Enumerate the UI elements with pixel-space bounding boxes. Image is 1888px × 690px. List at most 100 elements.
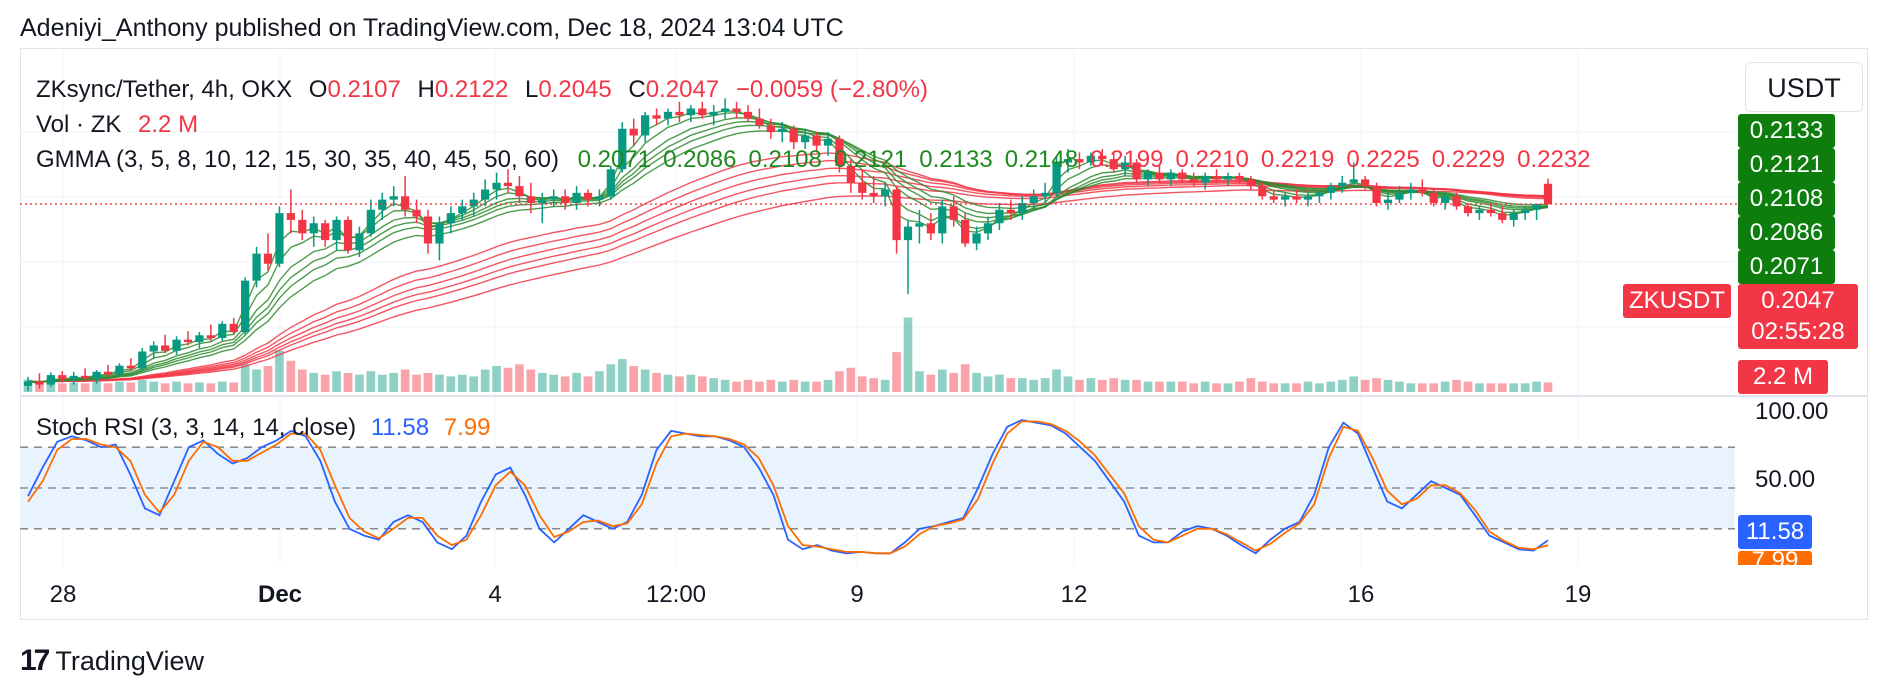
volume-bar <box>1475 383 1484 392</box>
volume-bar <box>1017 378 1027 392</box>
volume-bar <box>332 371 341 392</box>
stoch-d-line <box>27 420 1549 555</box>
volume-bar <box>732 381 741 392</box>
candle-body <box>1223 176 1233 180</box>
x-tick-dec: Dec <box>257 581 303 608</box>
candle-body <box>1338 182 1347 187</box>
volume-bar <box>435 374 444 392</box>
candle-body <box>1303 196 1313 200</box>
x-tick-16: 16 <box>1347 581 1375 608</box>
candle-body <box>618 128 627 170</box>
volume-bar <box>355 374 364 392</box>
volume-bar <box>412 374 421 392</box>
candle-body <box>1098 155 1107 160</box>
candle-body <box>1486 209 1495 214</box>
countdown-tag: 02:55:28 <box>1738 315 1858 349</box>
volume-bar <box>1212 383 1221 392</box>
candle-body <box>1006 209 1015 214</box>
volume-bar <box>720 379 730 392</box>
candle-body <box>1178 172 1187 180</box>
candle-body <box>1418 189 1427 193</box>
candle-body <box>698 108 707 116</box>
volume-bar <box>1326 381 1336 392</box>
footer-brand[interactable]: 17 TradingView <box>20 644 204 678</box>
candle-body <box>286 213 295 220</box>
gmma-value-3: 0.2108 <box>748 146 822 173</box>
gmma-label[interactable]: GMMA (3, 5, 8, 10, 12, 15, 30, 35, 40, 4… <box>36 146 559 173</box>
x-tick-9: 9 <box>850 581 864 608</box>
volume-bar <box>1452 379 1461 392</box>
candle-body <box>732 108 741 112</box>
candle-body <box>572 192 581 203</box>
currency-button[interactable]: USDT <box>1745 62 1863 112</box>
gmma-tag-5: 0.2071 <box>1738 250 1835 284</box>
gmma-value-9: 0.2219 <box>1260 146 1335 173</box>
volume-bar <box>937 369 947 392</box>
candle-body <box>778 128 787 133</box>
volume-bar <box>1303 381 1313 392</box>
x-tick-19: 19 <box>1564 581 1592 608</box>
candle-body <box>892 189 901 241</box>
volume-bar <box>503 367 513 392</box>
low-label: L <box>524 76 539 103</box>
volume-bar <box>1280 383 1290 392</box>
candle-body <box>1132 162 1141 180</box>
gmma-value-2: 0.2086 <box>663 146 737 173</box>
volume-label[interactable]: Vol · ZK <box>36 111 122 138</box>
volume-bar <box>1200 381 1210 392</box>
candle-body <box>321 223 330 241</box>
stoch-label[interactable]: Stoch RSI (3, 3, 14, 14, close) <box>36 414 357 441</box>
candle-body <box>858 182 867 193</box>
high-label: H <box>417 76 435 103</box>
change-value: −0.0059 (−2.80%) <box>735 76 928 103</box>
candle-body <box>69 375 78 380</box>
volume-bar <box>1429 383 1439 392</box>
candle-body <box>686 108 695 116</box>
volume-bar <box>1177 381 1187 392</box>
volume-bar <box>240 364 250 392</box>
candle-body <box>458 206 467 214</box>
volume-bar <box>537 372 547 392</box>
volume-bar <box>469 376 479 392</box>
candle-body <box>1441 196 1450 203</box>
volume-bar <box>286 360 296 392</box>
gmma-value-6: 0.2148 <box>1004 146 1079 173</box>
candle-body <box>1201 176 1210 183</box>
candle-body <box>332 219 341 241</box>
candle-body <box>1063 159 1073 163</box>
volume-bar <box>1189 383 1199 392</box>
volume-bar <box>663 374 673 392</box>
candle-body <box>1121 162 1130 170</box>
candle-body <box>149 345 158 352</box>
candle-body <box>183 339 193 343</box>
volume-bar <box>1166 381 1176 392</box>
candle-body <box>1349 179 1358 183</box>
candle-body <box>23 381 33 386</box>
candle-body <box>549 196 558 200</box>
x-tick-28: 28 <box>49 581 77 608</box>
volume-bar <box>960 364 970 392</box>
volume-bar <box>183 383 193 392</box>
candle-body <box>1269 196 1278 200</box>
candle-body <box>298 219 307 234</box>
candle-body <box>1372 186 1381 203</box>
candle-body <box>389 196 398 200</box>
candle-body <box>1246 179 1255 187</box>
volume-bar <box>446 376 456 392</box>
chart-frame[interactable] <box>20 48 1868 620</box>
candle-body <box>378 199 387 210</box>
symbol-label[interactable]: ZKsync/Tether, 4h, OKX <box>36 76 293 103</box>
gmma-tag-3: 0.2108 <box>1738 182 1835 216</box>
candle-body <box>743 111 753 119</box>
volume-bar <box>217 381 227 392</box>
candle-body <box>961 219 970 244</box>
volume-bar <box>137 379 147 392</box>
candle-body <box>275 213 284 264</box>
candle-body <box>423 216 433 244</box>
volume-bar <box>492 366 501 392</box>
candle-body <box>481 189 490 200</box>
chart-canvas[interactable] <box>0 0 1888 620</box>
volume-bar <box>1075 379 1084 392</box>
volume-bar <box>1006 378 1016 392</box>
volume-bar <box>206 383 216 392</box>
